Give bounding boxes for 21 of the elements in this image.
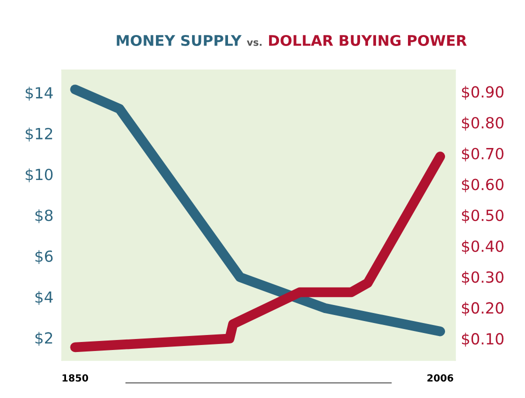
x-tick-label: 2006 bbox=[427, 374, 454, 382]
y2-tick-label: $0.20 bbox=[462, 302, 504, 316]
text: DOLLAR BUYING POWER bbox=[269, 34, 467, 46]
y2-tick-label: $0.40 bbox=[462, 240, 504, 254]
y-tick-label: $8 bbox=[35, 209, 53, 224]
y-tick-label: $14 bbox=[26, 86, 53, 101]
y2-tick-label: $0.60 bbox=[462, 178, 504, 192]
text: MONEY SUPPLY bbox=[116, 34, 242, 46]
chart-title: vs. bbox=[246, 40, 262, 46]
y-tick-label: $4 bbox=[35, 291, 53, 305]
y-tick-label: $10 bbox=[26, 168, 53, 182]
y2-tick-label: $0.10 bbox=[462, 332, 504, 347]
y2-tick-label: $0.90 bbox=[462, 86, 504, 100]
y2-tick-label: $0.50 bbox=[462, 209, 504, 224]
y2-tick-label: $0.70 bbox=[462, 148, 504, 162]
x-tick-label: 1850 bbox=[62, 374, 88, 382]
y-tick-label: $2 bbox=[35, 332, 52, 346]
y-tick-label: $12 bbox=[26, 128, 52, 142]
y2-tick-label: $0.30 bbox=[462, 271, 504, 285]
y2-tick-label: $0.80 bbox=[462, 116, 504, 131]
y-tick-label: $6 bbox=[35, 250, 53, 264]
